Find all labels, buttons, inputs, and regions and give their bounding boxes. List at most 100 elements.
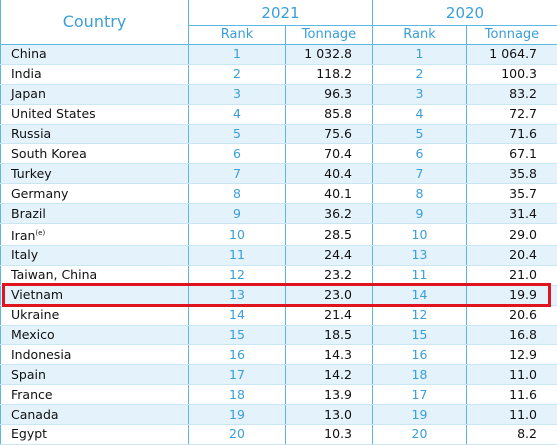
country: Germany bbox=[1, 184, 189, 204]
tonnage: 67.1 bbox=[467, 144, 557, 164]
row-highlight bbox=[2, 283, 551, 307]
country: Turkey bbox=[1, 164, 189, 184]
tonnage: 8.2 bbox=[467, 425, 557, 445]
rank: 6 bbox=[189, 144, 286, 164]
rank: 1 bbox=[373, 45, 467, 65]
tonnage: 24.4 bbox=[286, 246, 373, 266]
tonnage: 83.2 bbox=[467, 84, 557, 104]
tonnage: 35.8 bbox=[467, 164, 557, 184]
header-year: 2020 bbox=[373, 0, 557, 26]
tonnage: 1 032.8 bbox=[286, 45, 373, 65]
rank: 16 bbox=[189, 345, 286, 365]
rank: 12 bbox=[373, 305, 467, 325]
tonnage: 12.9 bbox=[467, 345, 557, 365]
rank: 16 bbox=[373, 345, 467, 365]
rank: 3 bbox=[373, 84, 467, 104]
rank: 8 bbox=[189, 184, 286, 204]
rank: 20 bbox=[189, 425, 286, 445]
rank: 10 bbox=[373, 224, 467, 246]
rank: 8 bbox=[373, 184, 467, 204]
tonnage: 18.5 bbox=[286, 325, 373, 345]
tonnage: 20.4 bbox=[467, 246, 557, 266]
header-column: Tonnage bbox=[286, 26, 373, 45]
rank: 14 bbox=[189, 305, 286, 325]
tonnage: 16.8 bbox=[467, 325, 557, 345]
tonnage: 11.0 bbox=[467, 405, 557, 425]
tonnage: 72.7 bbox=[467, 104, 557, 124]
header-column: Rank bbox=[189, 26, 286, 45]
tonnage: 14.3 bbox=[286, 345, 373, 365]
rank: 13 bbox=[373, 246, 467, 266]
tonnage: 35.7 bbox=[467, 184, 557, 204]
country: India bbox=[1, 64, 189, 84]
country: United States bbox=[1, 104, 189, 124]
rank: 18 bbox=[189, 385, 286, 405]
rank: 19 bbox=[189, 405, 286, 425]
tonnage: 118.2 bbox=[286, 64, 373, 84]
tonnage: 20.6 bbox=[467, 305, 557, 325]
country: Indonesia bbox=[1, 345, 189, 365]
country: Mexico bbox=[1, 325, 189, 345]
rank: 15 bbox=[373, 325, 467, 345]
rank: 7 bbox=[189, 164, 286, 184]
header-country: Country bbox=[1, 0, 189, 45]
tonnage: 13.0 bbox=[286, 405, 373, 425]
country-name: Iran bbox=[11, 228, 35, 243]
tonnage: 40.4 bbox=[286, 164, 373, 184]
tonnage: 31.4 bbox=[467, 204, 557, 224]
rank: 18 bbox=[373, 365, 467, 385]
country: Ukraine bbox=[1, 305, 189, 325]
country: China bbox=[1, 45, 189, 65]
tonnage: 1 064.7 bbox=[467, 45, 557, 65]
page: Country 2021 2020 Rank Tonnage Rank Tonn… bbox=[0, 0, 557, 426]
header-year: 2021 bbox=[189, 0, 373, 26]
tonnage: 13.9 bbox=[286, 385, 373, 405]
rank: 17 bbox=[373, 385, 467, 405]
country: South Korea bbox=[1, 144, 189, 164]
country: Japan bbox=[1, 84, 189, 104]
rank: 1 bbox=[189, 45, 286, 65]
rank: 2 bbox=[189, 64, 286, 84]
rank: 9 bbox=[373, 204, 467, 224]
rank: 6 bbox=[373, 144, 467, 164]
tonnage: 21.4 bbox=[286, 305, 373, 325]
rank: 4 bbox=[189, 104, 286, 124]
country: Russia bbox=[1, 124, 189, 144]
rank: 5 bbox=[373, 124, 467, 144]
rank: 9 bbox=[189, 204, 286, 224]
country: Canada bbox=[1, 405, 189, 425]
tonnage: 11.0 bbox=[467, 365, 557, 385]
tonnage: 85.8 bbox=[286, 104, 373, 124]
rank: 3 bbox=[189, 84, 286, 104]
tonnage: 75.6 bbox=[286, 124, 373, 144]
rank: 19 bbox=[373, 405, 467, 425]
tonnage: 100.3 bbox=[467, 64, 557, 84]
rank: 4 bbox=[373, 104, 467, 124]
country: Brazil bbox=[1, 204, 189, 224]
tonnage: 10.3 bbox=[286, 425, 373, 445]
rank: 2 bbox=[373, 64, 467, 84]
rank: 5 bbox=[189, 124, 286, 144]
tonnage: 70.4 bbox=[286, 144, 373, 164]
header-column: Tonnage bbox=[467, 26, 557, 45]
header-column: Rank bbox=[373, 26, 467, 45]
